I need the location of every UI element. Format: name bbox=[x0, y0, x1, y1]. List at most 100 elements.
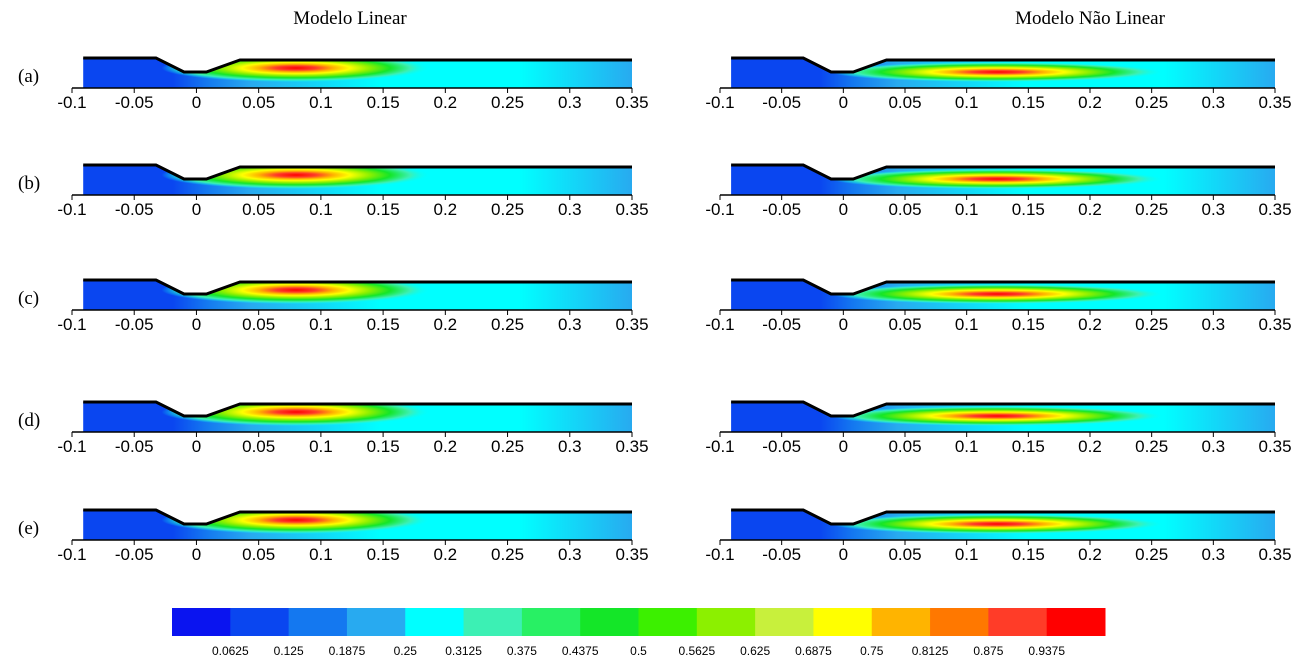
x-tick-label: 0.35 bbox=[1258, 200, 1291, 219]
colorbar-label: 0.5 bbox=[630, 644, 647, 658]
x-tick-label: -0.05 bbox=[115, 437, 154, 456]
x-tick-label: 0.1 bbox=[955, 545, 979, 564]
x-tick-label: 0.25 bbox=[491, 200, 524, 219]
contour-panel bbox=[731, 402, 1275, 432]
x-tick-label: 0.25 bbox=[1135, 437, 1168, 456]
x-tick-label: 0.3 bbox=[1202, 200, 1226, 219]
x-tick-label: 0.3 bbox=[558, 93, 582, 112]
x-tick-label: -0.1 bbox=[705, 545, 734, 564]
colorbar-label: 0.6875 bbox=[795, 644, 832, 658]
x-tick-label: 0.3 bbox=[558, 545, 582, 564]
x-tick-label: 0.05 bbox=[888, 93, 921, 112]
x-tick-label: 0.35 bbox=[1258, 315, 1291, 334]
x-tick-label: 0.25 bbox=[1135, 545, 1168, 564]
x-tick-label: 0.25 bbox=[1135, 93, 1168, 112]
x-tick-label: 0.2 bbox=[1078, 93, 1102, 112]
x-tick-label: -0.1 bbox=[705, 93, 734, 112]
x-tick-label: 0.2 bbox=[434, 545, 458, 564]
colorbar-swatch bbox=[172, 608, 231, 636]
x-tick-label: 0.3 bbox=[558, 437, 582, 456]
x-tick-label: 0.3 bbox=[1202, 315, 1226, 334]
x-tick-label: -0.1 bbox=[57, 437, 86, 456]
contour-panel bbox=[731, 165, 1275, 195]
x-tick-label: -0.05 bbox=[762, 200, 801, 219]
x-tick-label: 0.1 bbox=[309, 315, 333, 334]
x-tick-label: 0.1 bbox=[309, 200, 333, 219]
colorbar-label: 0.75 bbox=[860, 644, 884, 658]
x-tick-label: -0.1 bbox=[57, 200, 86, 219]
contour-core bbox=[831, 514, 1164, 534]
x-tick-label: 0 bbox=[192, 200, 201, 219]
x-tick-label: -0.05 bbox=[115, 93, 154, 112]
x-tick-label: 0.05 bbox=[888, 200, 921, 219]
x-tick-label: 0.05 bbox=[242, 545, 275, 564]
x-tick-label: 0.1 bbox=[309, 545, 333, 564]
contour-core bbox=[161, 165, 431, 189]
colorbar-swatch bbox=[755, 608, 814, 636]
x-tick-label: 0.15 bbox=[367, 437, 400, 456]
colorbar-label: 0.625 bbox=[740, 644, 770, 658]
x-tick-label: -0.1 bbox=[705, 315, 734, 334]
x-tick-label: 0 bbox=[839, 545, 848, 564]
colorbar-label: 0.375 bbox=[507, 644, 537, 658]
x-tick-label: 0.15 bbox=[1012, 93, 1045, 112]
wall bbox=[83, 163, 632, 181]
x-tick-label: 0.35 bbox=[615, 200, 648, 219]
wall bbox=[83, 278, 632, 296]
x-tick-label: 0 bbox=[839, 200, 848, 219]
x-tick-label: 0.2 bbox=[1078, 545, 1102, 564]
row-label: (e) bbox=[18, 518, 39, 539]
x-tick-label: 0.05 bbox=[888, 437, 921, 456]
contour-panel bbox=[83, 58, 632, 88]
x-tick-label: 0.15 bbox=[1012, 545, 1045, 564]
x-tick-label: 0.1 bbox=[955, 93, 979, 112]
x-tick-label: -0.1 bbox=[57, 545, 86, 564]
wall bbox=[731, 400, 1275, 418]
x-tick-label: 0.15 bbox=[367, 200, 400, 219]
x-tick-label: 0.1 bbox=[955, 315, 979, 334]
x-tick-label: 0.35 bbox=[615, 93, 648, 112]
contour-panel bbox=[731, 510, 1275, 540]
colorbar-label: 0.875 bbox=[973, 644, 1003, 658]
x-tick-label: -0.05 bbox=[115, 200, 154, 219]
colorbar-swatch bbox=[871, 608, 931, 636]
colorbar-label: 0.9375 bbox=[1028, 644, 1065, 658]
wall bbox=[731, 163, 1275, 181]
x-tick-label: 0.2 bbox=[1078, 315, 1102, 334]
wall bbox=[731, 278, 1275, 296]
colorbar-swatch bbox=[346, 608, 406, 636]
colorbar-swatch bbox=[463, 608, 523, 636]
x-tick-label: 0 bbox=[839, 93, 848, 112]
x-tick-label: 0.2 bbox=[434, 315, 458, 334]
x-tick-label: -0.05 bbox=[115, 315, 154, 334]
x-tick-label: 0 bbox=[839, 437, 848, 456]
colorbar-swatch bbox=[930, 608, 989, 636]
colorbar-label: 0.3125 bbox=[445, 644, 482, 658]
x-tick-label: -0.1 bbox=[705, 437, 734, 456]
colorbar-swatch bbox=[813, 608, 873, 636]
x-tick-label: 0.1 bbox=[955, 437, 979, 456]
contour-core bbox=[831, 406, 1164, 426]
x-tick-label: 0.1 bbox=[955, 200, 979, 219]
x-tick-label: 0.25 bbox=[491, 93, 524, 112]
x-tick-label: 0.35 bbox=[1258, 93, 1291, 112]
x-tick-label: 0.3 bbox=[1202, 93, 1226, 112]
colorbar-label: 0.0625 bbox=[212, 644, 249, 658]
colorbar-label: 0.125 bbox=[274, 644, 304, 658]
row-label: (c) bbox=[18, 288, 39, 309]
x-tick-label: -0.05 bbox=[762, 437, 801, 456]
row-label: (b) bbox=[18, 173, 40, 194]
x-tick-label: 0.3 bbox=[1202, 437, 1226, 456]
wall bbox=[83, 400, 632, 418]
colorbar-swatch bbox=[405, 608, 465, 636]
x-tick-label: 0.05 bbox=[888, 545, 921, 564]
x-tick-label: 0.3 bbox=[1202, 545, 1226, 564]
x-tick-label: 0.2 bbox=[1078, 437, 1102, 456]
x-tick-label: 0 bbox=[192, 437, 201, 456]
contour-core bbox=[831, 169, 1164, 189]
x-tick-label: 0.2 bbox=[434, 437, 458, 456]
row-label: (d) bbox=[18, 410, 40, 431]
x-tick-label: 0.35 bbox=[615, 315, 648, 334]
x-tick-label: 0.05 bbox=[242, 315, 275, 334]
x-tick-label: -0.05 bbox=[762, 93, 801, 112]
